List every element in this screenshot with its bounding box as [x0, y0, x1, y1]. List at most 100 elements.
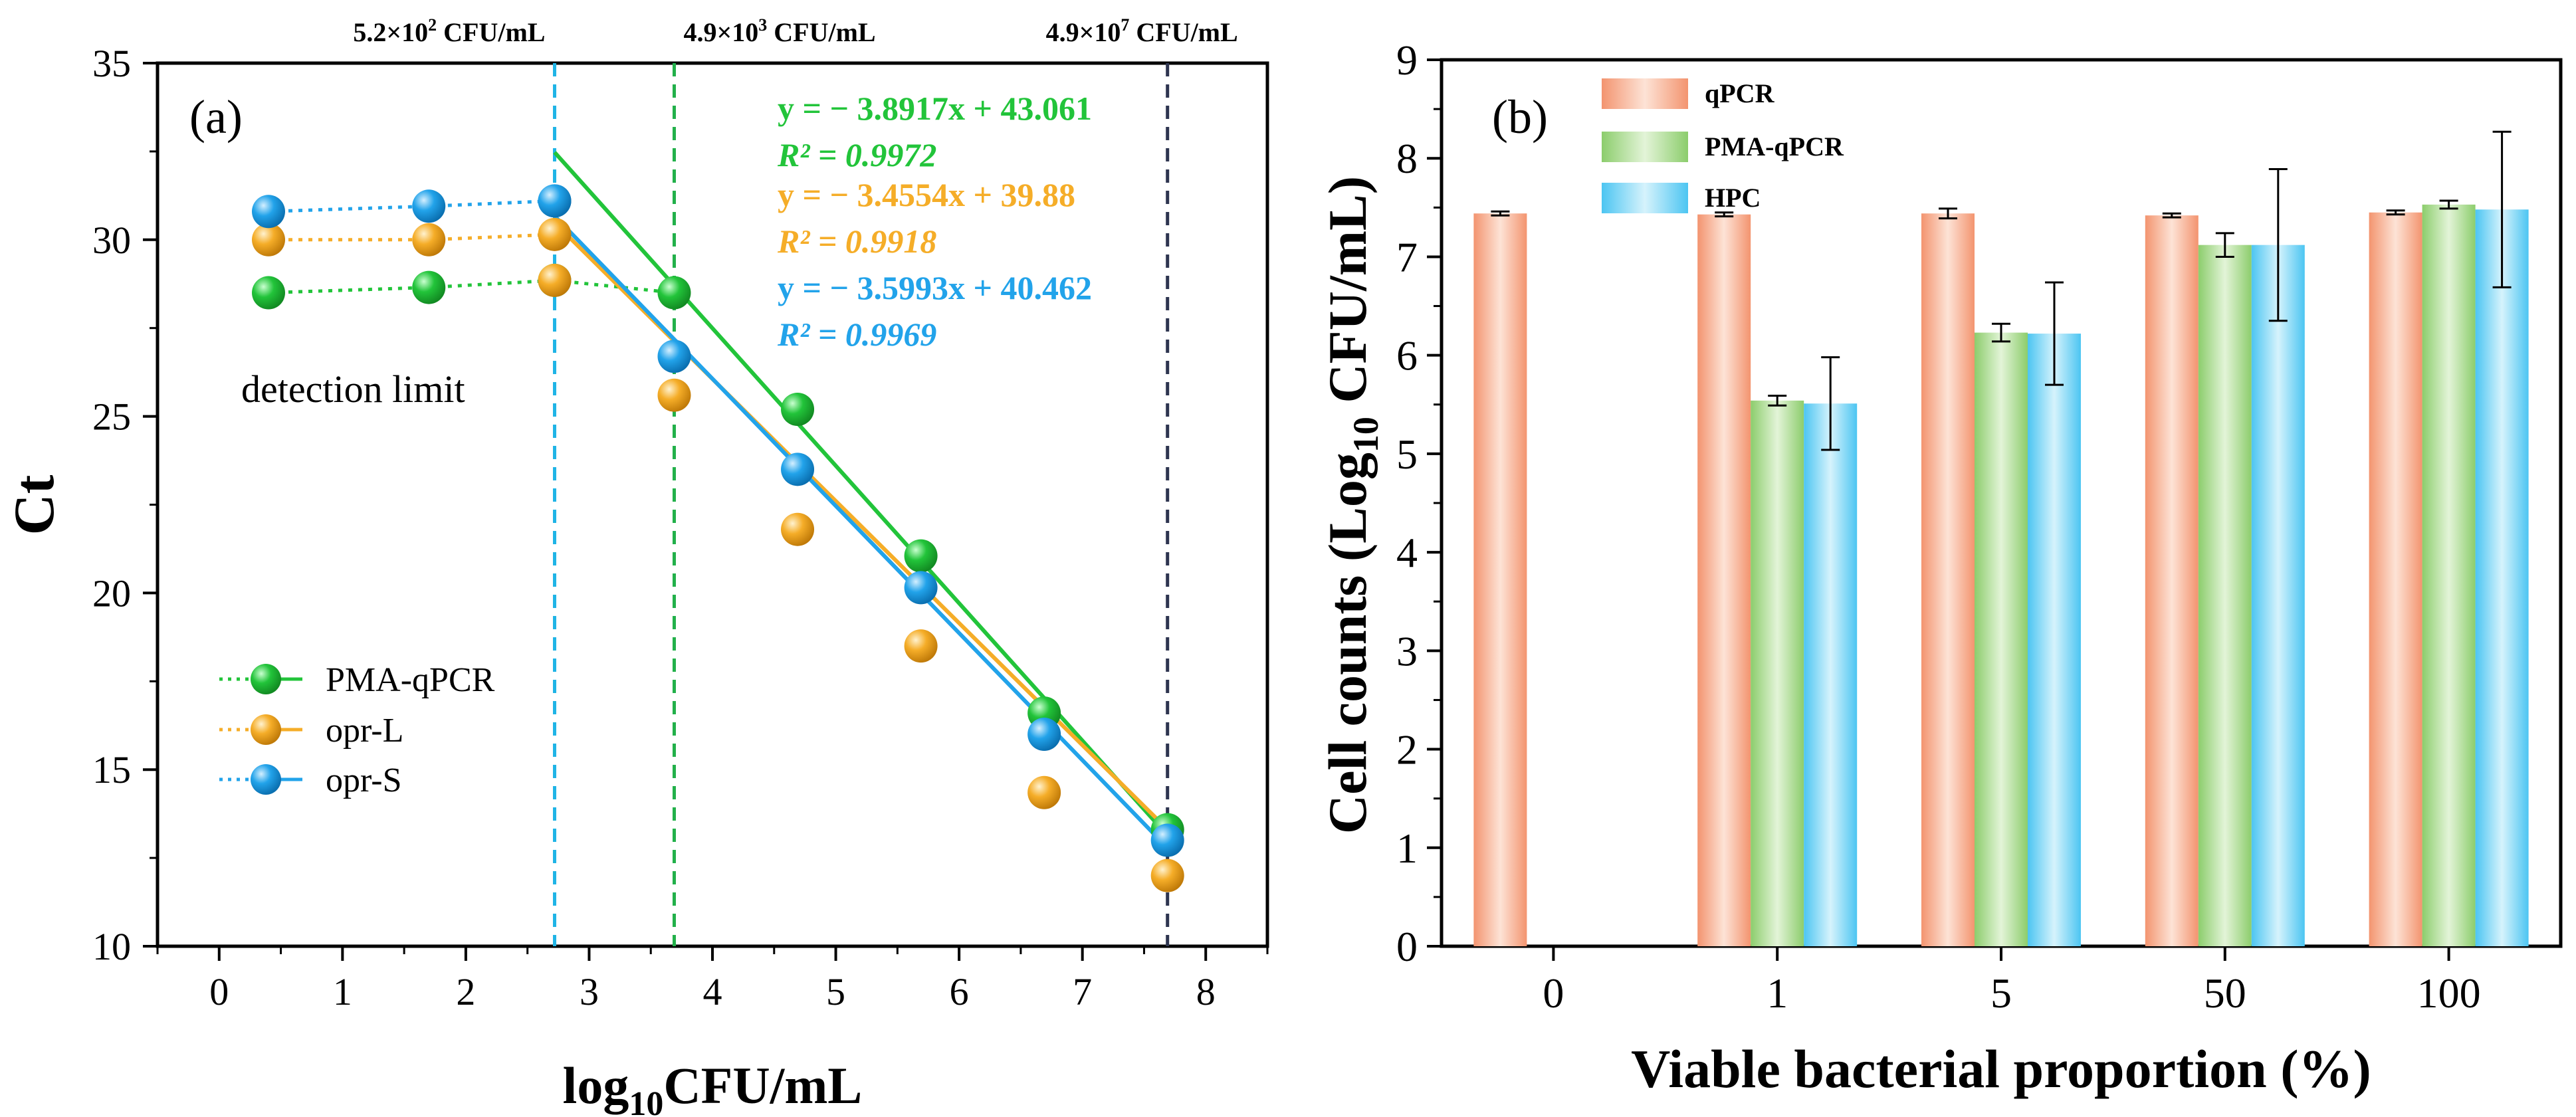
panel-a-plot-frame: [156, 61, 1269, 948]
legend-marker: [251, 664, 281, 694]
regression-equation: y = − 3.8917x + 43.061: [778, 90, 1092, 127]
bar-qpcr: [2369, 212, 2422, 947]
x-tick-label: 5: [1990, 969, 2012, 1017]
bar-hpc: [2475, 209, 2529, 946]
x-tick-label: 2: [456, 970, 475, 1013]
y-tick-label: 9: [1396, 37, 1418, 84]
legend-label: opr-L: [326, 712, 403, 750]
legend-label: HPC: [1705, 183, 1761, 213]
data-point: [781, 512, 815, 546]
data-point: [252, 276, 285, 310]
data-point: [1027, 775, 1061, 809]
panel-b-cell-counts-bar-chart: 0 1 2 3 4 5 6 7 8 9 0 1 5 50 100 (b) qPCR PMA-qPCR HPC Viab…: [1317, 37, 2563, 1099]
x-tick-label: 3: [580, 970, 599, 1013]
data-point: [904, 571, 938, 605]
y-axis-title: Ct: [2, 474, 66, 535]
data-point: [657, 378, 691, 412]
bar-pma-qpcr: [2422, 204, 2476, 946]
r-squared-label: R² = 0.9918: [777, 223, 936, 260]
regression-fit-line: [553, 151, 1169, 837]
bar-pma-qpcr: [1975, 332, 2028, 946]
bar-hpc: [1804, 403, 1858, 946]
x-axis-title: Viable bacterial proportion (%): [1631, 1039, 2371, 1099]
y-tick-label: 1: [1396, 825, 1418, 872]
data-point: [657, 276, 691, 310]
bar-pma-qpcr: [2198, 245, 2252, 947]
data-point: [904, 539, 938, 573]
y-tick-label: 8: [1396, 135, 1418, 182]
legend-label: PMA-qPCR: [1705, 132, 1844, 161]
bar-qpcr: [1921, 213, 1975, 946]
x-tick-label: 8: [1196, 970, 1216, 1013]
data-point: [252, 223, 285, 256]
y-tick-label: 10: [92, 925, 131, 968]
x-tick-label: 1: [333, 970, 352, 1013]
y-axis-title: Cell counts (Log10 CFU/mL): [1317, 176, 1386, 834]
detection-limit-dotted-line: [268, 278, 555, 295]
panel-label: (a): [189, 90, 243, 144]
legend-label: qPCR: [1705, 78, 1775, 108]
r-squared-label: R² = 0.9969: [777, 316, 936, 353]
y-tick-label: 0: [1396, 923, 1418, 970]
data-point: [1150, 859, 1184, 892]
y-tick-label: 30: [92, 219, 131, 262]
legend-label: opr-S: [326, 762, 402, 799]
detection-limit-annotation: detection limit: [241, 367, 465, 411]
x-tick-label: 50: [2204, 969, 2246, 1017]
bar-qpcr: [1473, 213, 1527, 946]
data-point: [412, 189, 446, 223]
data-point: [252, 195, 285, 229]
legend-marker: [251, 764, 281, 795]
data-point: [412, 223, 446, 256]
y-tick-label: 2: [1396, 726, 1418, 773]
data-point: [538, 184, 572, 218]
y-tick-label: 7: [1396, 233, 1418, 280]
y-tick-label: 35: [92, 42, 131, 85]
y-tick-label: 3: [1396, 627, 1418, 674]
x-tick-label: 4: [703, 970, 722, 1013]
y-tick-label: 5: [1396, 431, 1418, 478]
y-tick-label: 25: [92, 395, 131, 439]
x-tick-label: 100: [2417, 969, 2481, 1017]
y-tick-label: 20: [92, 571, 131, 615]
bar-hpc: [2028, 334, 2081, 947]
x-tick-label: 0: [209, 970, 229, 1013]
x-tick-label: 7: [1073, 970, 1092, 1013]
y-tick-label: 6: [1396, 332, 1418, 379]
x-tick-label: 6: [950, 970, 969, 1013]
legend-marker: [251, 714, 281, 745]
x-tick-label: 1: [1767, 969, 1788, 1017]
reference-line-label: 4.9×107 CFU/mL: [1046, 15, 1238, 47]
bar-pma-qpcr: [1751, 400, 1804, 946]
legend-swatch: [1602, 183, 1688, 213]
bar-qpcr: [1697, 214, 1751, 947]
r-squared-label: R² = 0.9972: [777, 136, 936, 173]
legend-swatch: [1602, 132, 1688, 162]
detection-limit-dotted-line: [268, 199, 555, 213]
data-point: [412, 270, 446, 304]
x-tick-label: 5: [826, 970, 845, 1013]
x-tick-label: 0: [1543, 969, 1564, 1017]
legend-swatch: [1602, 78, 1688, 109]
data-point: [904, 629, 938, 663]
y-tick-label: 4: [1396, 529, 1418, 576]
data-point: [538, 217, 572, 251]
data-point: [1150, 823, 1184, 857]
data-point: [781, 392, 815, 426]
data-point: [538, 263, 572, 297]
detection-limit-dotted-line: [268, 233, 555, 242]
legend-label: PMA-qPCR: [326, 661, 495, 699]
bar-qpcr: [2145, 215, 2199, 946]
reference-line-label: 4.9×103 CFU/mL: [683, 15, 875, 47]
y-tick-label: 15: [92, 748, 131, 791]
bar-hpc: [2251, 245, 2305, 947]
detection-limit-dotted-line: [554, 278, 675, 295]
regression-fit-line: [553, 214, 1169, 850]
regression-equation: y = − 3.4554x + 39.88: [778, 176, 1075, 213]
reference-line-label: 5.2×102 CFU/mL: [353, 15, 545, 47]
regression-fit-line: [553, 221, 1169, 831]
panel-label: (b): [1492, 90, 1548, 144]
data-point: [781, 453, 815, 486]
regression-equation: y = − 3.5993x + 40.462: [778, 269, 1092, 306]
